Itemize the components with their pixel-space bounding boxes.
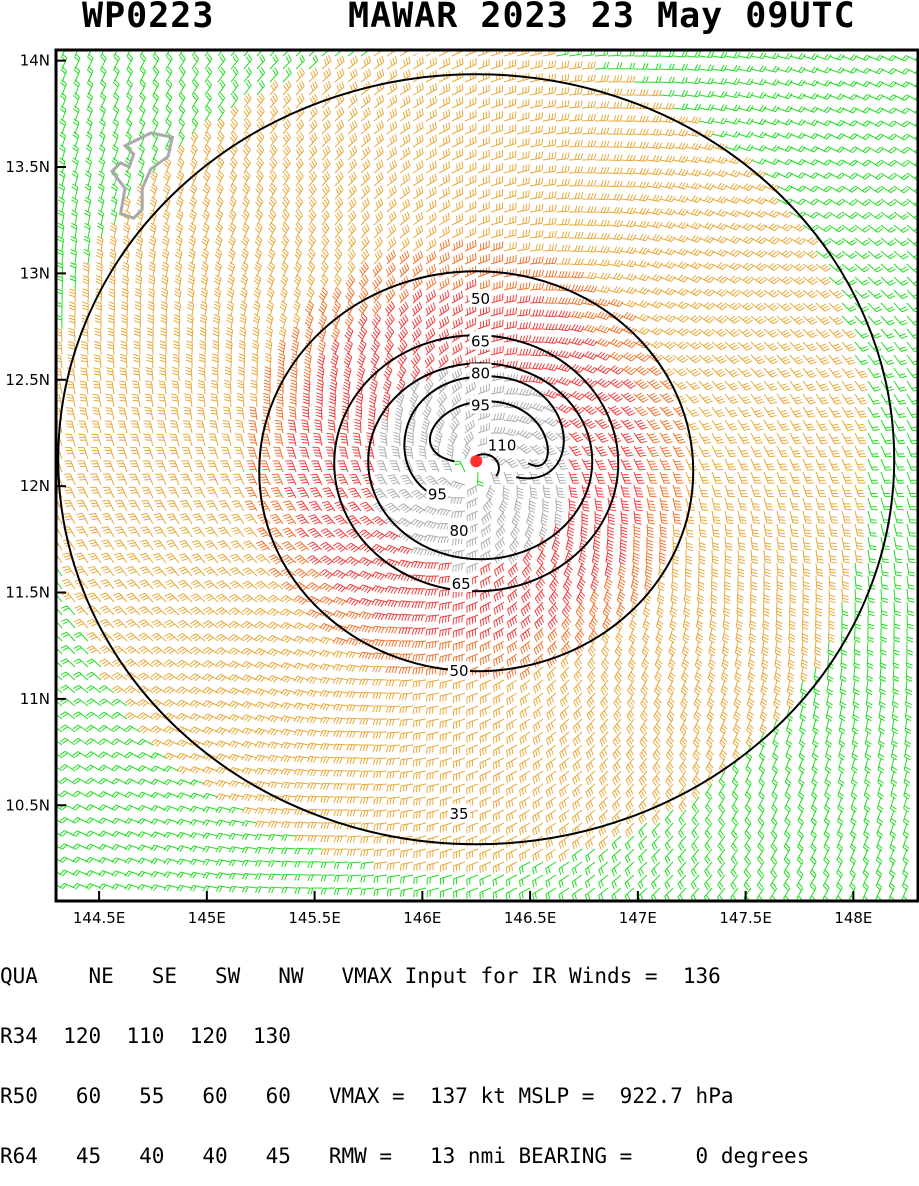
wind-contour (57, 73, 896, 846)
plot-background (56, 50, 918, 901)
wind-contour (367, 362, 594, 561)
vmax-label: VMAX = (328, 1084, 405, 1108)
sw-header: SW (214, 964, 241, 988)
bearing-label: BEARING = (518, 1144, 633, 1168)
contour-label: 80 (449, 522, 468, 540)
contour-label-bg (450, 574, 473, 593)
contour-label-bg (447, 661, 470, 680)
r64-sw: 40 (202, 1144, 228, 1168)
vmax-value: 137 (429, 1084, 468, 1108)
contour-label: 95 (428, 486, 447, 504)
wind-speed-contours (57, 73, 896, 846)
contour-label-bg (469, 331, 492, 350)
storm-center-marker (470, 455, 483, 468)
r50-row: R50 60 55 60 60 VMAX = 137 kt MSLP = 922… (0, 1084, 809, 1108)
lat-tick-label: 14N (20, 52, 50, 70)
r64-row: R64 45 40 40 45 RMW = 13 nmi BEARING = 0… (0, 1144, 810, 1168)
map-axes: 144.5E 145E 145.5E 146E 146.5E 147E 147.5E 148E… (5, 52, 872, 927)
se-header: SE (151, 964, 178, 988)
lon-tick-label: 146.5E (504, 909, 556, 927)
r34-label: R34 (0, 1024, 38, 1048)
contour-label: 35 (449, 805, 468, 823)
storm-info-title: MAWAR 2023 23 May 09UTC (348, 0, 856, 36)
lon-tick-label: 145.5E (288, 909, 340, 927)
wind-barbs-typhoon (283, 278, 648, 642)
lat-tick-label: 11.5N (5, 584, 50, 602)
mslp-value: 922.7 (619, 1084, 683, 1108)
wind-barbs-layer (56, 50, 918, 901)
mslp-label: MSLP = (518, 1084, 595, 1108)
lon-tick-label: 147.5E (719, 909, 771, 927)
vmax-unit: kt (480, 1084, 506, 1108)
rmw-unit: nmi (467, 1144, 506, 1168)
contour-label-bg (411, 50, 434, 54)
r64-se: 40 (139, 1144, 165, 1168)
guam-island-outline (110, 131, 175, 220)
contour-label-bg (447, 520, 470, 539)
r34-se: 110 (126, 1024, 165, 1048)
lat-tick-label: 12N (20, 477, 50, 495)
contour-label-bg (487, 435, 518, 454)
rmw-value: 13 (429, 1144, 456, 1168)
quadrant-header: QUA (0, 964, 38, 988)
lat-tick-label: 13.5N (5, 158, 50, 176)
r34-ne: 120 (63, 1024, 102, 1048)
contour-label: 65 (471, 332, 490, 350)
lon-tick-label: 148E (834, 909, 872, 927)
lat-tick-label: 13N (20, 264, 50, 282)
contour-label-bg (469, 363, 492, 382)
contour-label: 50 (449, 662, 468, 680)
ne-header: NE (88, 964, 114, 988)
mslp-unit: hPa (695, 1084, 734, 1108)
r64-ne: 45 (75, 1144, 102, 1168)
wind-barbs-strong (244, 238, 687, 681)
r34-row: R34 120 110 120 130 (0, 1024, 809, 1048)
vmax-input-value: 136 (682, 964, 721, 988)
r50-ne: 60 (75, 1084, 102, 1108)
contour-label-bg (469, 288, 492, 307)
wind-contour (258, 270, 695, 673)
r64-nw: 45 (265, 1144, 291, 1168)
guam-coastline (110, 131, 175, 220)
r64-label: R64 (0, 1144, 38, 1168)
lat-tick-label: 11N (20, 690, 50, 708)
contour-label: 80 (471, 364, 490, 382)
r34-sw: 120 (189, 1024, 228, 1048)
bearing-unit: degrees (720, 1144, 810, 1168)
contour-label-bg (469, 395, 492, 414)
lon-tick-label: 145E (188, 909, 226, 927)
lon-tick-label: 147E (619, 909, 657, 927)
lon-tick-label: 146E (403, 909, 441, 927)
stats-header-row: QUA NE SE SW NW VMAX Input for IR Winds … (0, 964, 809, 988)
contour-label: 35 (413, 37, 432, 55)
nw-header: NW (278, 964, 304, 988)
contour-label: 110 (488, 437, 517, 455)
contour-label: 50 (471, 290, 490, 308)
lat-tick-label: 12.5N (5, 371, 50, 389)
contour-label: 95 (471, 396, 490, 414)
r50-nw: 60 (265, 1084, 291, 1108)
wind-barbs-ts (56, 50, 869, 874)
contour-label-bg (447, 803, 470, 822)
contour-label-bg (426, 484, 449, 503)
r50-sw: 60 (202, 1084, 228, 1108)
vmax-input-label: VMAX Input for IR Winds = (341, 964, 658, 988)
lon-tick-label: 144.5E (73, 909, 125, 927)
r34-nw: 130 (252, 1024, 291, 1048)
bearing-value: 0 (695, 1144, 709, 1168)
contour-label: 65 (452, 575, 471, 593)
r50-se: 55 (139, 1084, 165, 1108)
wind-radii-table: QUA NE SE SW NW VMAX Input for IR Winds … (0, 926, 809, 1186)
rmw-label: RMW = (328, 1144, 393, 1168)
r50-label: R50 (0, 1084, 38, 1108)
storm-id-title: WP0223 (82, 0, 215, 36)
lat-tick-label: 10.5N (5, 796, 50, 814)
plot-frame (54, 48, 919, 903)
